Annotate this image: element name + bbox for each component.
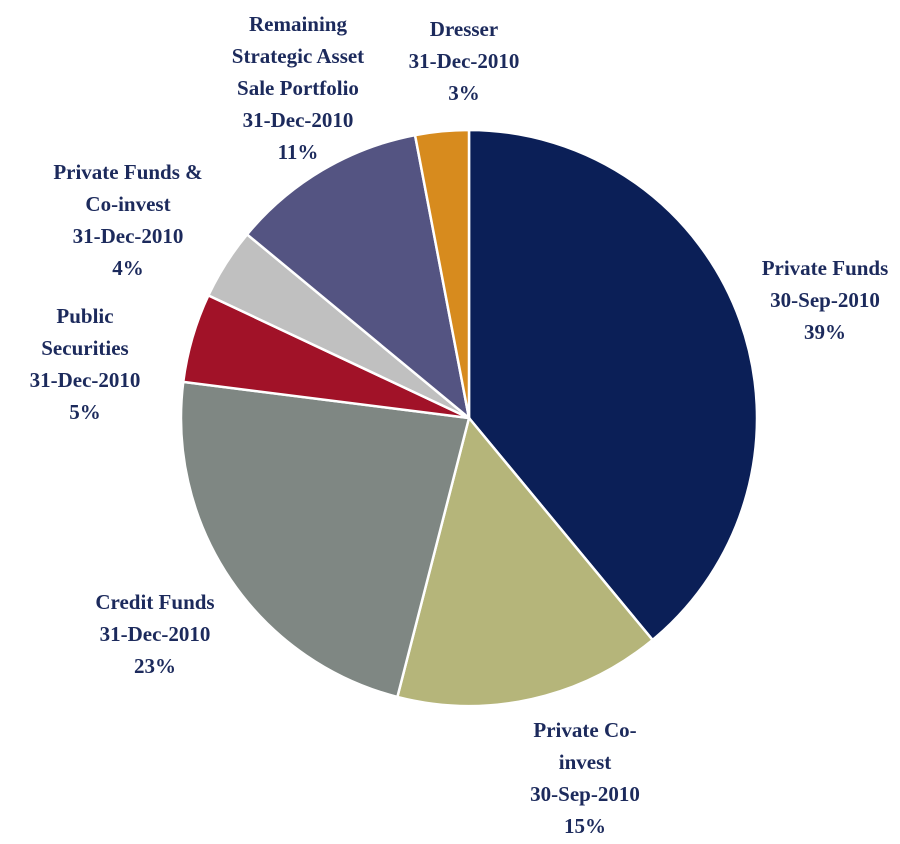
slice-label-date: 31-Dec-2010 — [243, 108, 354, 132]
slice-label-value: 5% — [69, 400, 101, 424]
slice-label-date: 31-Dec-2010 — [409, 49, 520, 73]
pie-slice — [395, 415, 655, 708]
slice-label-value: 23% — [134, 654, 176, 678]
slice-label-line: Credit Funds — [95, 590, 214, 614]
slice-label-date: 30-Sep-2010 — [770, 288, 880, 312]
slice-label-name: Remaining Strategic Asset Sale Portfolio — [232, 12, 364, 100]
slice-label-line: Public — [56, 304, 113, 328]
pie-slice — [467, 128, 759, 642]
slice-label-value: 3% — [448, 81, 480, 105]
slice-label-line: Sale Portfolio — [237, 76, 359, 100]
slice-label-value: 4% — [112, 256, 144, 280]
slice-label-name: Private Co-invest — [533, 718, 636, 774]
slice-label-name: Private Funds & Co-invest — [53, 160, 202, 216]
pie-slice — [245, 133, 471, 422]
slice-label-line: invest — [559, 750, 612, 774]
slice-label-line: Co-invest — [85, 192, 170, 216]
slice-label-line: Dresser — [430, 17, 498, 41]
slice-label-name: Credit Funds — [95, 590, 214, 614]
slice-label-line: Securities — [41, 336, 128, 360]
slice-label-value: 11% — [278, 140, 319, 164]
slice-label-date: 31-Dec-2010 — [30, 368, 141, 392]
slice-label-name: Public Securities — [41, 304, 128, 360]
slice-label-name: Dresser — [430, 17, 498, 41]
slice-label-value: 39% — [804, 320, 846, 344]
slice-label-line: Private Co- — [533, 718, 636, 742]
pie-slice — [413, 128, 471, 419]
slice-label-line: Remaining — [249, 12, 348, 36]
slice-label-line: Private Funds — [762, 256, 889, 280]
slice-label-date: 31-Dec-2010 — [73, 224, 184, 248]
slice-label-value: 15% — [564, 814, 606, 838]
slice-label-date: 30-Sep-2010 — [530, 782, 640, 806]
slice-label-line: Private Funds & — [53, 160, 202, 184]
slice-label-name: Private Funds — [762, 256, 889, 280]
slice-label-line: Strategic Asset — [232, 44, 364, 68]
slice-label-date: 31-Dec-2010 — [100, 622, 211, 646]
pie-slice — [179, 380, 471, 699]
